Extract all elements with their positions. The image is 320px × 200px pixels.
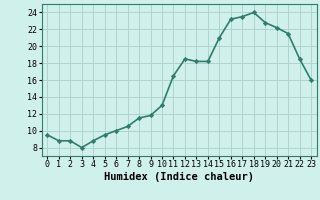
X-axis label: Humidex (Indice chaleur): Humidex (Indice chaleur) (104, 172, 254, 182)
